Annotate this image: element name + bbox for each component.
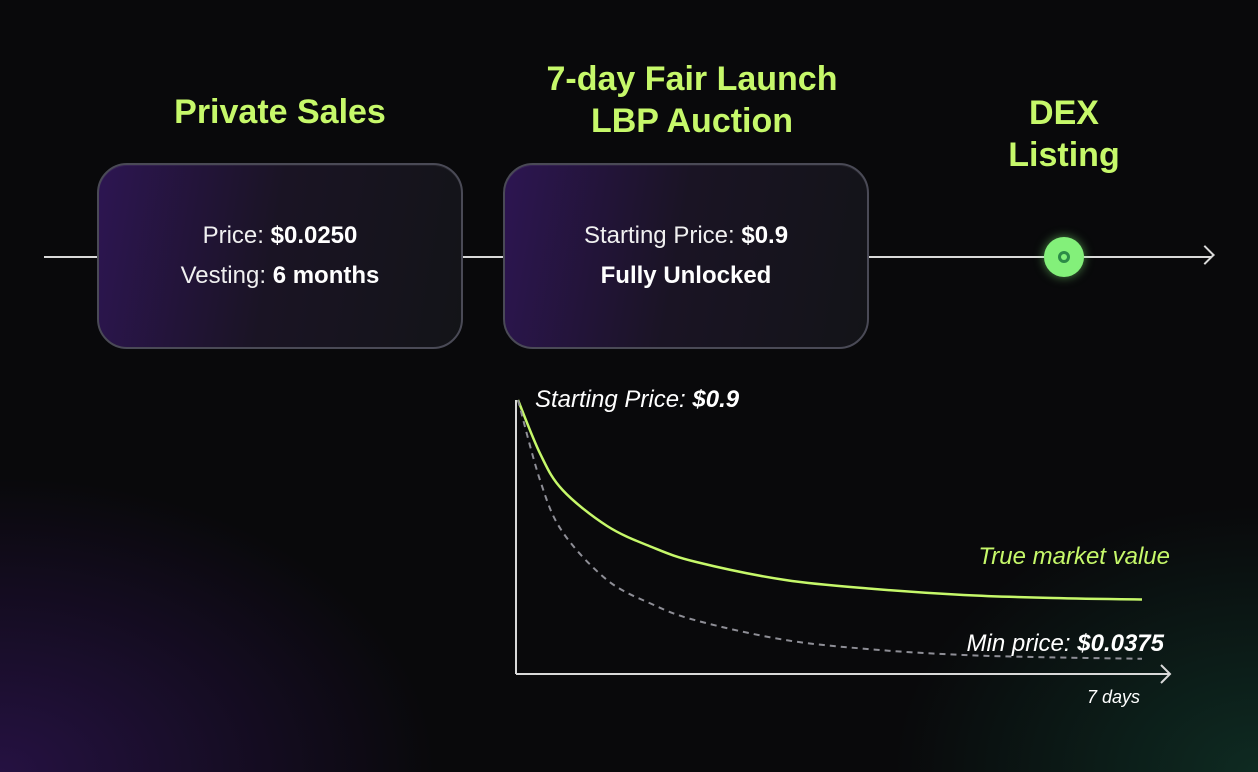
lbp-auction-price-row: Starting Price: $0.9 xyxy=(584,216,788,256)
private-sales-price-value: $0.0250 xyxy=(270,222,358,249)
chart-x-axis-arrow-icon xyxy=(1160,664,1172,684)
private-sales-price-row: Price: $0.0250 xyxy=(203,216,358,256)
private-sales-vesting-value: 6 months xyxy=(272,262,380,289)
chart-min-price-label-text: Min price: xyxy=(966,630,1071,657)
timeline-arrow-icon xyxy=(1195,245,1215,265)
private-sales-vesting-row: Vesting: 6 months xyxy=(181,256,380,296)
lbp-auction-title-line2: LBP Auction xyxy=(590,102,794,140)
dex-listing-title-line1: DEX xyxy=(1029,94,1099,132)
chart-min-price-label: Min price: $0.0375 xyxy=(900,628,1164,660)
chart-series-true-market-value-curve xyxy=(516,399,1143,601)
chart-x-end-label: 7 days xyxy=(1086,687,1140,707)
dex-listing-marker-icon xyxy=(1044,237,1084,277)
lbp-auction-unlock-text: Fully Unlocked xyxy=(600,262,772,289)
lbp-auction-card: Starting Price: $0.9 Fully Unlocked xyxy=(503,163,869,349)
private-sales-title-text: Private Sales xyxy=(174,93,386,131)
dex-listing-title-line2: Listing xyxy=(1008,136,1120,174)
price-decay-chart xyxy=(515,399,1172,684)
chart-start-price-value: $0.9 xyxy=(692,386,740,413)
private-sales-card: Price: $0.0250 Vesting: 6 months xyxy=(97,163,463,349)
chart-series-label-true-market-value: True market value xyxy=(978,543,1170,570)
chart-series-min-price-curve xyxy=(517,399,1143,660)
lbp-auction-title-line1: 7-day Fair Launch xyxy=(546,60,838,98)
dex-listing-title: DEX Listing xyxy=(964,92,1164,176)
private-sales-price-label: Price: xyxy=(202,222,264,249)
lbp-auction-price-value: $0.9 xyxy=(741,222,789,249)
chart-min-price-value: $0.0375 xyxy=(1077,630,1164,657)
private-sales-title: Private Sales xyxy=(96,91,464,133)
lbp-auction-price-label: Starting Price: xyxy=(583,222,735,249)
private-sales-vesting-label: Vesting: xyxy=(180,262,267,289)
dex-listing-marker-dot xyxy=(1058,251,1070,263)
chart-start-price-label-text: Starting Price: xyxy=(535,386,686,413)
lbp-auction-unlock-row: Fully Unlocked xyxy=(601,256,772,296)
lbp-auction-title: 7-day Fair Launch LBP Auction xyxy=(502,58,882,142)
chart-start-price-label: Starting Price: $0.9 xyxy=(535,384,739,416)
